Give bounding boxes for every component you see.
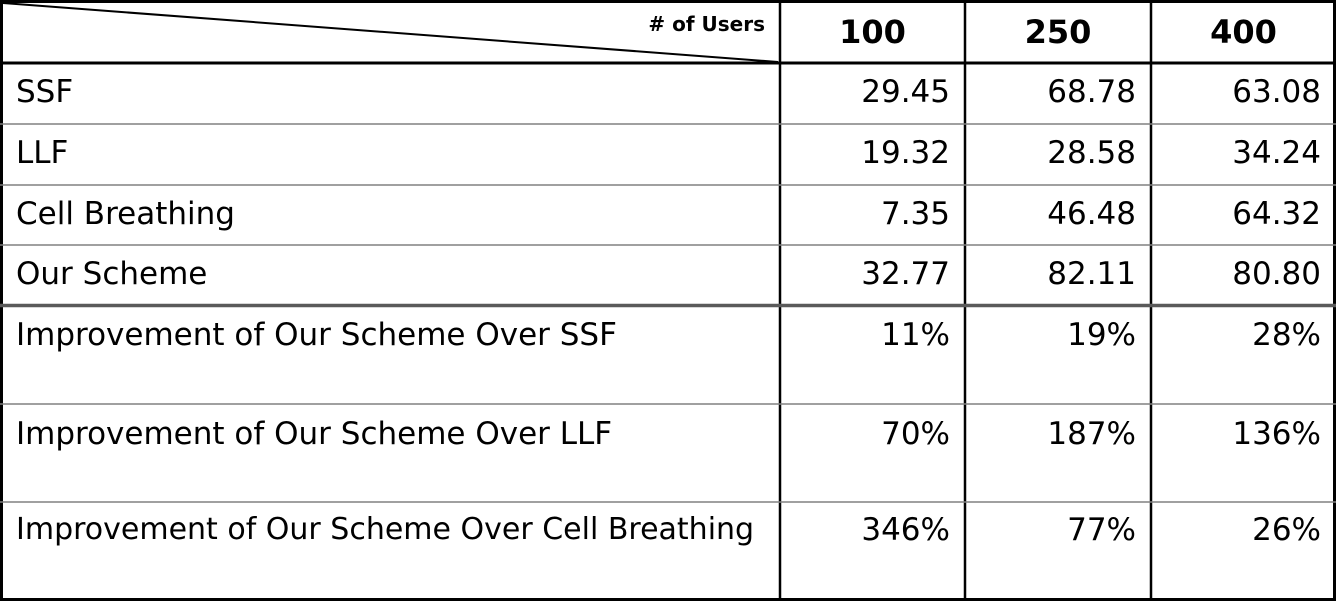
table-cell: 63.08 — [1232, 74, 1321, 110]
table-cell: 19% — [1067, 317, 1136, 353]
table-cell: 19.32 — [861, 135, 950, 171]
table-cell: 46.48 — [1047, 196, 1136, 232]
table-cell: 346% — [861, 512, 950, 548]
column-header-400: 400 — [1210, 13, 1277, 51]
table-cell: 136% — [1232, 416, 1321, 452]
column-header-100: 100 — [839, 13, 906, 51]
table-cell: 11% — [881, 317, 950, 353]
row-label: Improvement of Our Scheme Over Cell Brea… — [16, 512, 755, 547]
table-cell: 64.32 — [1232, 196, 1321, 232]
column-header-250: 250 — [1024, 13, 1092, 51]
row-label: Improvement of Our Scheme Over SSF — [16, 317, 617, 353]
table-cell: 70% — [881, 416, 950, 452]
row-label: Improvement of Our Scheme Over LLF — [16, 416, 613, 452]
table-cell: 82.11 — [1047, 256, 1136, 292]
table-cell: 34.24 — [1232, 135, 1321, 171]
row-label: LLF — [16, 135, 69, 171]
table-cell: 29.45 — [861, 74, 950, 110]
table-cell: 32.77 — [861, 256, 950, 292]
table-cell: 80.80 — [1232, 256, 1321, 292]
header-diagonal — [2, 2, 779, 63]
table-cell: 28% — [1252, 317, 1321, 353]
table-cell: 187% — [1047, 416, 1136, 452]
table-cell: 26% — [1252, 512, 1321, 548]
row-label: SSF — [16, 74, 74, 110]
row-label: Cell Breathing — [16, 196, 235, 232]
table-cell: 28.58 — [1047, 135, 1136, 171]
corner-label: # of Users — [648, 12, 765, 36]
row-label: Our Scheme — [16, 256, 208, 292]
table-cell: 77% — [1067, 512, 1136, 548]
table-cell: 68.78 — [1047, 74, 1136, 110]
table-cell: 7.35 — [880, 196, 950, 232]
